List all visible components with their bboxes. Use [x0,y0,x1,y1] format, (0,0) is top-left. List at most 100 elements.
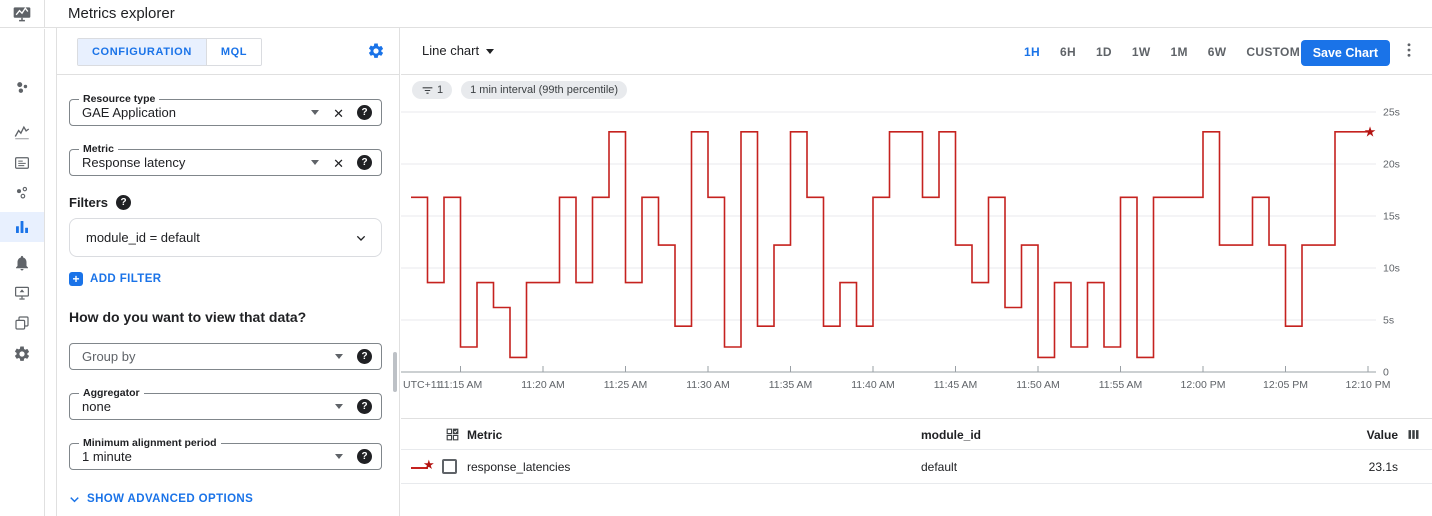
legend-select-grid-icon[interactable] [445,427,460,442]
group-by-help-icon[interactable]: ? [357,349,372,364]
filter-funnel-icon [422,86,433,94]
add-filter-button[interactable]: + ADD FILTER [69,270,162,288]
metric-clear-icon[interactable]: ✕ [333,156,344,171]
series-star-icon: ★ [423,458,435,473]
y-axis-label: 25s [1383,107,1400,119]
add-filter-label: ADD FILTER [90,273,162,285]
y-axis-label: 10s [1383,263,1400,275]
interval-chip-label: 1 min interval (99th percentile) [470,84,619,96]
sidebar-item-groups[interactable] [0,178,44,208]
min-alignment-dropdown-caret-icon[interactable] [335,454,343,459]
x-axis-label: 11:50 AM [1016,379,1060,391]
resource-type-value: GAE Application [82,105,176,120]
time-range-custom[interactable]: CUSTOM [1236,39,1310,65]
filter-chip-module-id[interactable]: module_id = default [69,218,382,257]
x-axis-label: 11:40 AM [851,379,895,391]
add-filter-plus-icon: + [69,272,83,286]
resource-type-help-icon[interactable]: ? [357,105,372,120]
x-axis-label: 11:55 AM [1099,379,1143,391]
more-options-kebab-icon[interactable] [1400,41,1418,63]
x-axis-label: 11:35 AM [769,379,813,391]
y-axis-label: 20s [1383,159,1400,171]
page-title: Metrics explorer [68,5,175,22]
min-alignment-value: 1 minute [82,449,132,464]
column-header-metric[interactable]: Metric [467,428,503,442]
time-range-1d[interactable]: 1D [1086,39,1122,65]
response-latency-series-line[interactable] [411,131,1368,359]
series-module-id: default [921,460,958,474]
show-advanced-label: SHOW ADVANCED OPTIONS [87,493,254,505]
resource-type-clear-icon[interactable]: ✕ [333,106,344,121]
min-alignment-field[interactable]: Minimum alignment period 1 minute ? [69,437,382,470]
aggregator-dropdown-caret-icon[interactable] [335,404,343,409]
time-range-1m[interactable]: 1M [1161,39,1198,65]
latency-line-chart[interactable]: 0 5s 10s 15s 20s 25s 11:15 AM 11:20 AM 11:25 AM 1… [401,98,1432,404]
view-data-heading: How do you want to view that data? [69,309,307,325]
filter-expression: module_id = default [86,230,200,245]
sidebar-item-dashboards[interactable] [0,117,44,147]
metric-dropdown-caret-icon[interactable] [311,160,319,165]
metric-label: Metric [79,143,118,155]
config-scrollbar-thumb[interactable] [393,352,397,392]
aggregator-label: Aggregator [79,387,144,399]
aggregator-field[interactable]: Aggregator none ? [69,387,382,420]
x-axis-label: 11:15 AM [439,379,483,391]
time-range-1h[interactable]: 1H [1014,39,1050,65]
sidebar-item-resources[interactable] [0,308,44,338]
aggregator-value: none [82,399,111,414]
uptime-checks-icon [15,286,29,300]
monitoring-logo-icon[interactable] [0,0,45,28]
chart-panel: Line chart 1H 6H 1D 1W 1M 6W CUSTOM Save Chart… [401,28,1432,516]
x-axis-label: 12:05 PM [1263,379,1308,391]
metrics-explorer-icon [16,221,28,233]
sidebar-item-overview[interactable] [0,73,44,103]
settings-icon [14,346,30,361]
sidebar-item-alerting[interactable] [0,248,44,278]
legend-table-row[interactable]: ★ response_latencies default 23.1s [401,450,1432,484]
interval-chip[interactable]: 1 min interval (99th percentile) [461,81,628,99]
overview-icon [17,82,28,93]
config-panel: CONFIGURATION MQL Resource type GAE Appl… [56,28,400,516]
column-display-options-icon[interactable] [1406,427,1421,442]
metric-field[interactable]: Metric Response latency ✕ ? [69,143,382,176]
sidebar-item-services[interactable] [0,148,44,178]
min-alignment-help-icon[interactable]: ? [357,449,372,464]
series-metric-name: response_latencies [467,460,571,474]
filter-expand-chevron-icon[interactable] [353,230,369,246]
sidebar-item-uptime-checks[interactable] [0,278,44,308]
filter-count: 1 [437,84,444,96]
column-header-module-id[interactable]: module_id [921,428,982,442]
x-axis-label: 12:10 PM [1346,379,1391,391]
config-settings-gear-icon[interactable] [367,42,385,60]
time-range-6h[interactable]: 6H [1050,39,1086,65]
resource-type-dropdown-caret-icon[interactable] [311,110,319,115]
tab-mql[interactable]: MQL [205,39,262,65]
dashboards-icon [14,125,30,140]
group-by-placeholder: Group by [82,349,136,364]
sidebar-item-settings[interactable] [0,339,44,369]
x-axis-label: 11:20 AM [521,379,565,391]
series-legend-mark: ★ [411,458,435,473]
metric-help-icon[interactable]: ? [357,155,372,170]
sidebar-item-metrics-explorer[interactable] [0,212,44,242]
time-range-1w[interactable]: 1W [1122,39,1161,65]
resource-type-label: Resource type [79,93,160,105]
save-chart-button[interactable]: Save Chart [1300,40,1390,66]
group-by-dropdown-caret-icon[interactable] [335,354,343,359]
filters-help-icon[interactable]: ? [116,194,132,210]
resources-icon [15,316,29,330]
group-by-field[interactable]: Group by ? [69,343,382,370]
column-header-value[interactable]: Value [1366,428,1398,442]
series-end-star-icon: ★ [1364,124,1377,140]
series-checkbox[interactable] [442,459,457,474]
legend-table-header: Metric module_id Value [401,418,1432,450]
show-advanced-options-button[interactable]: SHOW ADVANCED OPTIONS [67,490,253,508]
tab-configuration[interactable]: CONFIGURATION [78,39,206,65]
time-range-6w[interactable]: 6W [1198,39,1237,65]
chart-type-caret-icon [486,49,495,54]
filter-count-chip[interactable]: 1 [412,81,453,99]
chart-type-dropdown[interactable]: Line chart [422,43,495,58]
services-icon [15,157,29,169]
resource-type-field[interactable]: Resource type GAE Application ✕ ? [69,93,382,126]
aggregator-help-icon[interactable]: ? [357,399,372,414]
